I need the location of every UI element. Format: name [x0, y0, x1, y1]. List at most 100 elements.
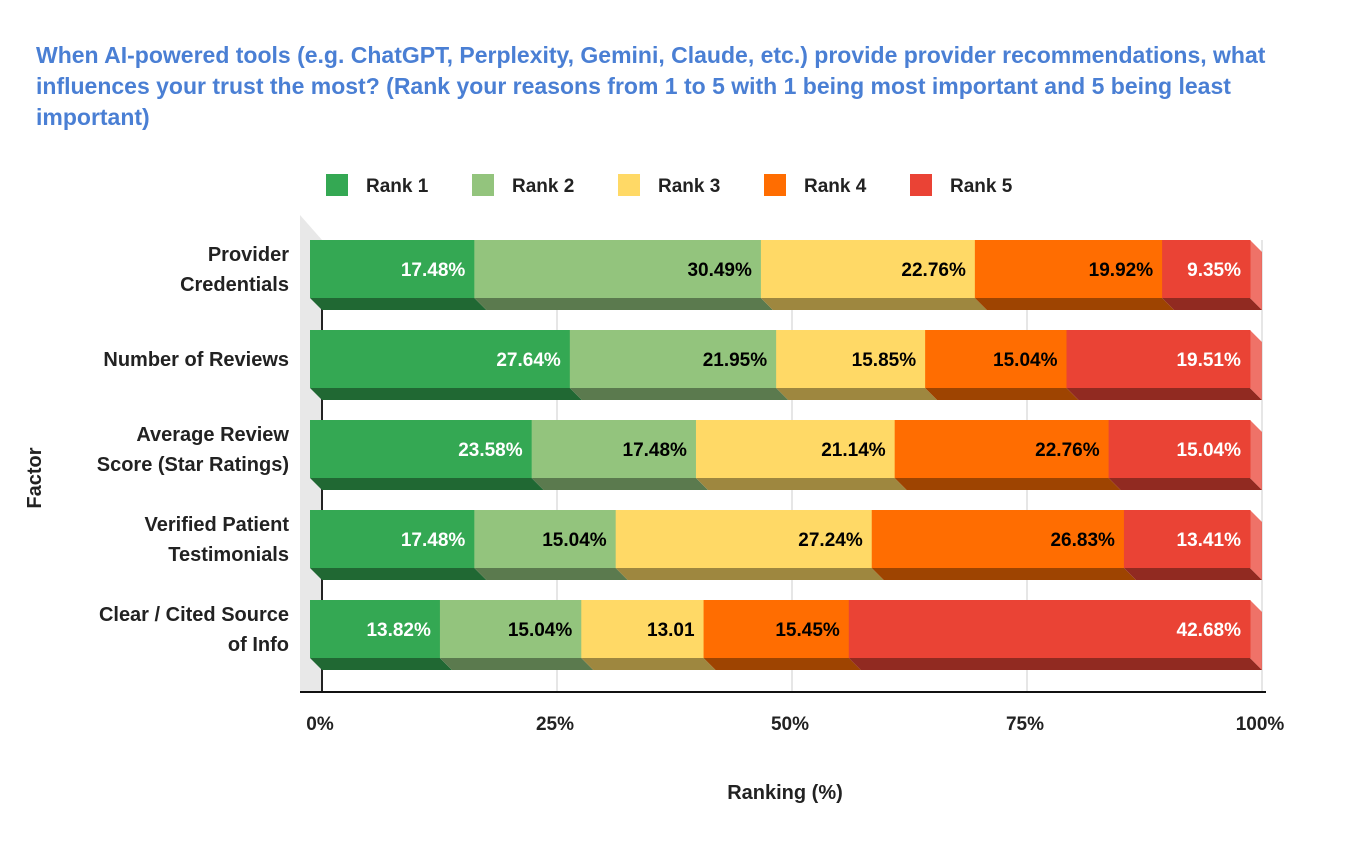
bar-bottom-face: [310, 568, 487, 580]
bar-segment: [615, 510, 873, 568]
bar-segment: [925, 330, 1068, 388]
y-category-label: Credentials: [180, 274, 289, 296]
data-label: 42.68%: [1177, 620, 1242, 641]
bar-bottom-face: [615, 568, 884, 580]
bar-bottom-face: [974, 298, 1175, 310]
data-label: 19.51%: [1176, 350, 1241, 371]
bar-segment: [310, 240, 475, 298]
x-tick-label: 0%: [306, 714, 334, 735]
data-label: 30.49%: [687, 260, 752, 281]
data-label: 21.95%: [703, 350, 768, 371]
x-tick-label: 50%: [771, 714, 809, 735]
bar-bottom-face: [1123, 568, 1262, 580]
bar-segment: [1066, 330, 1251, 388]
data-label: 17.48%: [401, 260, 466, 281]
legend-label: Rank 2: [512, 176, 574, 197]
bar-side-face: [1250, 420, 1262, 490]
bar-bottom-face: [310, 478, 544, 490]
bar-bottom-face: [310, 658, 452, 670]
data-label: 27.64%: [496, 350, 561, 371]
bar-bottom-face: [474, 298, 773, 310]
bar-bottom-face: [703, 658, 861, 670]
bar-bottom-face: [310, 298, 487, 310]
data-label: 19.92%: [1089, 260, 1154, 281]
bar-bottom-face: [1066, 388, 1262, 400]
bar-bottom-face: [581, 658, 716, 670]
data-label: 15.04%: [508, 620, 573, 641]
data-label: 17.48%: [623, 440, 688, 461]
bar-segment: [848, 600, 1251, 658]
legend-label: Rank 3: [658, 176, 720, 197]
bar-segment: [569, 330, 777, 388]
legend-swatch: [764, 174, 786, 196]
y-category-label: Average Review: [136, 424, 289, 446]
bar-bottom-face: [848, 658, 1262, 670]
bar-segment: [310, 510, 475, 568]
bar-segment: [776, 330, 926, 388]
data-label: 23.58%: [458, 440, 523, 461]
data-label: 22.76%: [1035, 440, 1100, 461]
data-label: 27.24%: [798, 530, 863, 551]
data-label: 15.04%: [993, 350, 1058, 371]
legend-swatch: [472, 174, 494, 196]
data-label: 17.48%: [401, 530, 466, 551]
legend-swatch: [326, 174, 348, 196]
y-category-label: Verified Patient: [145, 514, 290, 536]
y-category-label: Clear / Cited Source: [99, 604, 289, 626]
bar-segment: [310, 330, 571, 388]
y-category-label: Testimonials: [168, 544, 289, 566]
bar-segment: [581, 600, 705, 658]
bar-segment: [474, 240, 762, 298]
bar-bottom-face: [531, 478, 708, 490]
data-label: 15.85%: [852, 350, 917, 371]
y-category-label: Provider: [208, 244, 289, 266]
bar-bottom-face: [1108, 478, 1262, 490]
bar-bottom-face: [894, 478, 1121, 490]
data-label: 15.45%: [775, 620, 840, 641]
y-category-label: of Info: [228, 634, 289, 656]
x-tick-label: 75%: [1006, 714, 1044, 735]
bar-segment: [310, 600, 441, 658]
y-axis-title: Factor: [24, 447, 46, 508]
bar-segment: [871, 510, 1125, 568]
bar-bottom-face: [439, 658, 594, 670]
bar-bottom-face: [569, 388, 789, 400]
x-axis-title: Ranking (%): [727, 782, 843, 804]
bar-bottom-face: [925, 388, 1079, 400]
bar-side-face: [1250, 240, 1262, 310]
bar-segment: [531, 420, 697, 478]
bar-side-face: [1250, 600, 1262, 670]
legend-swatch: [618, 174, 640, 196]
bar-bottom-face: [474, 568, 628, 580]
bar-segment: [1123, 510, 1251, 568]
bar-bottom-face: [310, 388, 582, 400]
bar-bottom-face: [871, 568, 1136, 580]
bar-segment: [974, 240, 1163, 298]
bar-segment: [760, 240, 976, 298]
y-category-label: Score (Star Ratings): [97, 454, 289, 476]
bar-segment: [703, 600, 850, 658]
data-label: 22.76%: [901, 260, 966, 281]
data-label: 15.04%: [542, 530, 607, 551]
bar-segment: [695, 420, 896, 478]
data-label: 21.14%: [821, 440, 886, 461]
data-label: 9.35%: [1187, 260, 1241, 281]
legend-label: Rank 4: [804, 176, 867, 197]
data-label: 13.41%: [1177, 530, 1242, 551]
bar-segment: [310, 420, 533, 478]
bar-side-face: [1250, 510, 1262, 580]
x-tick-label: 25%: [536, 714, 574, 735]
legend-label: Rank 5: [950, 176, 1013, 197]
bar-segment: [474, 510, 617, 568]
data-label: 13.01: [647, 620, 695, 641]
legend-label: Rank 1: [366, 176, 429, 197]
bar-segment: [894, 420, 1110, 478]
bar-bottom-face: [776, 388, 938, 400]
bar-segment: [1162, 240, 1251, 298]
data-label: 15.04%: [1177, 440, 1242, 461]
bar-bottom-face: [695, 478, 907, 490]
chart-title: When AI-powered tools (e.g. ChatGPT, Per…: [36, 42, 1266, 130]
legend-swatch: [910, 174, 932, 196]
bar-bottom-face: [760, 298, 987, 310]
